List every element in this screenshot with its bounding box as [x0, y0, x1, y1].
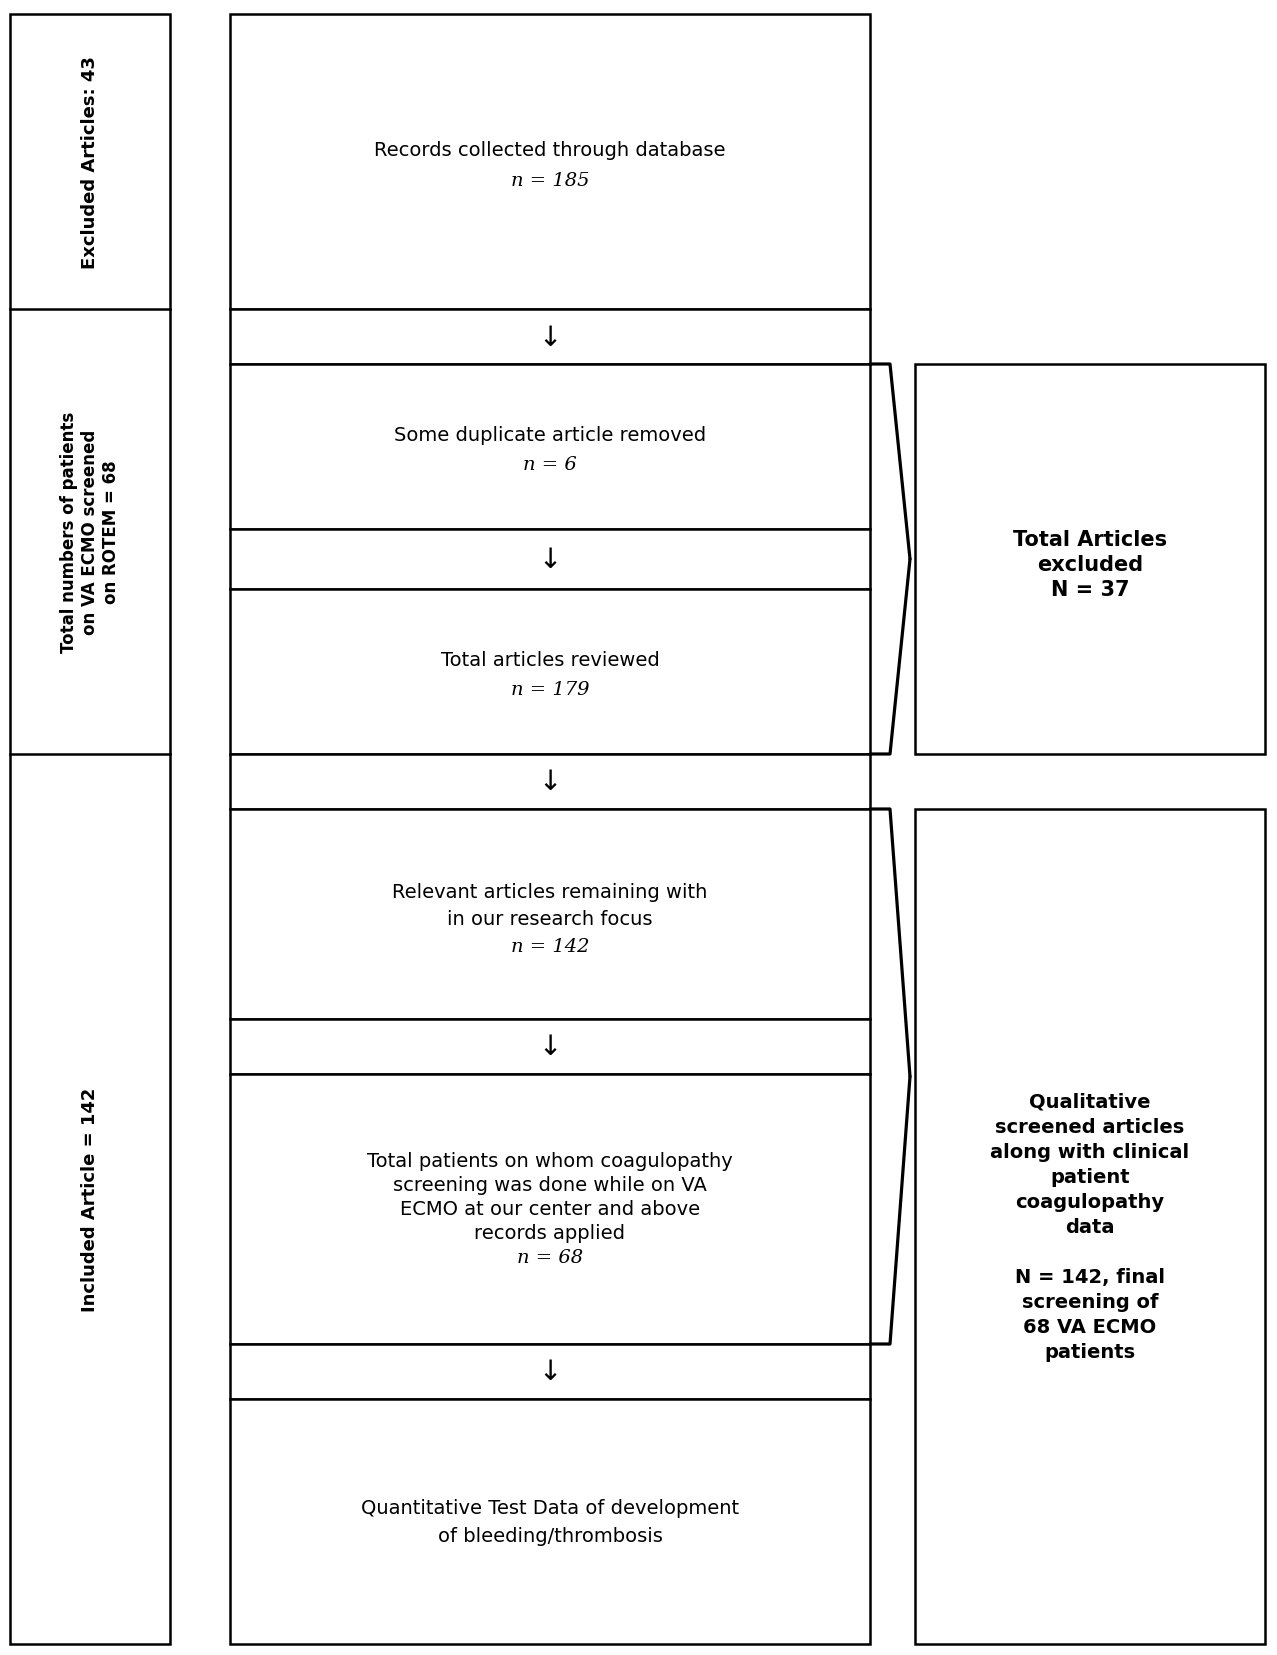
- Bar: [230, 364, 870, 530]
- Text: patients: patients: [1045, 1342, 1135, 1360]
- Text: n = 179: n = 179: [511, 682, 589, 698]
- Bar: [230, 1344, 870, 1398]
- Bar: [230, 1398, 870, 1643]
- Text: Relevant articles remaining with: Relevant articles remaining with: [392, 884, 707, 902]
- Bar: [916, 364, 1266, 755]
- Text: data: data: [1065, 1218, 1115, 1236]
- Text: Total numbers of patients
on VA ECMO screened
on ROTEM = 68: Total numbers of patients on VA ECMO scr…: [60, 412, 120, 652]
- Bar: [230, 1019, 870, 1074]
- Text: Some duplicate article removed: Some duplicate article removed: [393, 425, 706, 445]
- Bar: [230, 755, 870, 809]
- Text: along with clinical: along with clinical: [991, 1142, 1190, 1162]
- Text: excluded: excluded: [1037, 554, 1143, 574]
- Text: n = 142: n = 142: [511, 937, 589, 955]
- Text: N = 142, final: N = 142, final: [1015, 1268, 1165, 1286]
- Bar: [230, 809, 870, 1019]
- Text: ECMO at our center and above: ECMO at our center and above: [400, 1200, 700, 1218]
- Text: records applied: records applied: [475, 1223, 626, 1243]
- Text: ↓: ↓: [539, 768, 562, 796]
- Text: patient: patient: [1050, 1167, 1130, 1187]
- Text: Qualitative: Qualitative: [1029, 1092, 1151, 1111]
- Text: Total patients on whom coagulopathy: Total patients on whom coagulopathy: [366, 1152, 733, 1170]
- Bar: [230, 530, 870, 589]
- Text: N = 37: N = 37: [1051, 579, 1129, 599]
- Bar: [230, 309, 870, 364]
- Bar: [916, 809, 1266, 1643]
- Text: screened articles: screened articles: [995, 1117, 1185, 1137]
- Text: coagulopathy: coagulopathy: [1015, 1192, 1165, 1211]
- Text: screening was done while on VA: screening was done while on VA: [393, 1175, 707, 1195]
- Text: Quantitative Test Data of development: Quantitative Test Data of development: [361, 1498, 739, 1518]
- Text: Total Articles: Total Articles: [1013, 530, 1167, 549]
- Text: n = 6: n = 6: [524, 457, 577, 475]
- Bar: [10, 15, 170, 1643]
- Bar: [230, 589, 870, 755]
- Text: ↓: ↓: [539, 1357, 562, 1385]
- Text: Included Article = 142: Included Article = 142: [80, 1087, 100, 1311]
- Text: Records collected through database: Records collected through database: [374, 141, 725, 161]
- Text: ↓: ↓: [539, 546, 562, 574]
- Text: ↓: ↓: [539, 323, 562, 351]
- Text: of bleeding/thrombosis: of bleeding/thrombosis: [438, 1526, 663, 1546]
- Text: n = 185: n = 185: [511, 172, 589, 189]
- Bar: [230, 1074, 870, 1344]
- Text: n = 68: n = 68: [517, 1248, 584, 1266]
- Text: Total articles reviewed: Total articles reviewed: [441, 650, 659, 670]
- Bar: [230, 15, 870, 309]
- Text: in our research focus: in our research focus: [447, 910, 653, 928]
- Text: screening of: screening of: [1022, 1293, 1158, 1311]
- Text: ↓: ↓: [539, 1033, 562, 1061]
- Text: 68 VA ECMO: 68 VA ECMO: [1023, 1317, 1157, 1336]
- Text: Excluded Articles: 43: Excluded Articles: 43: [80, 56, 100, 268]
